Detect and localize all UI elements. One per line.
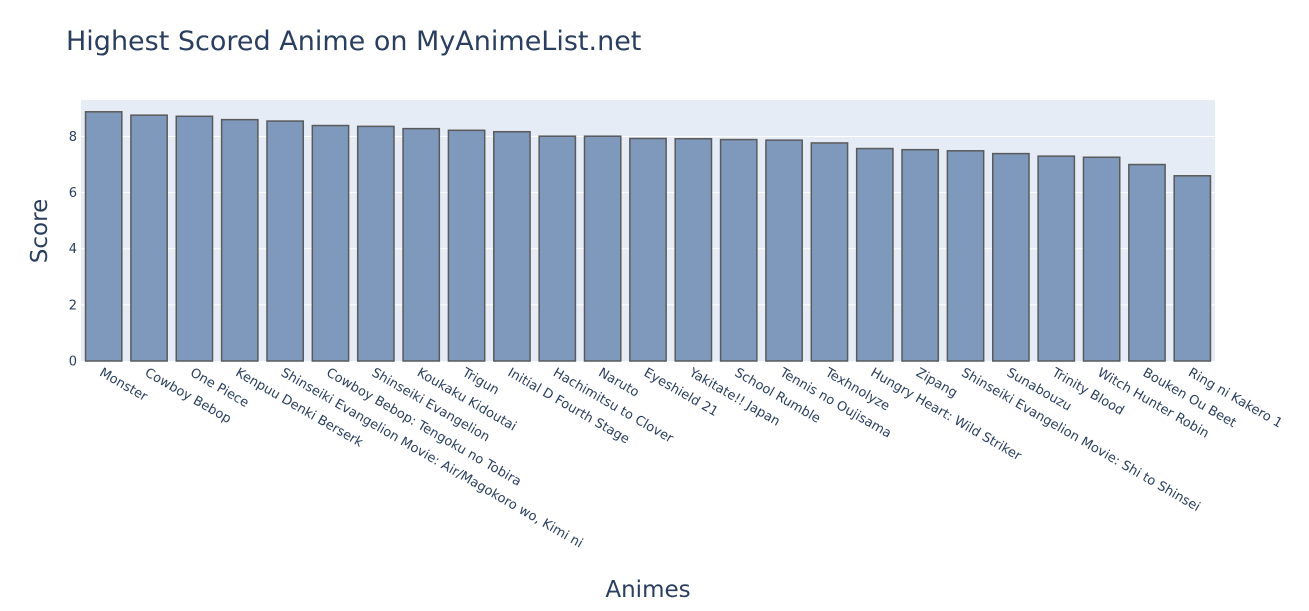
y-tick-label: 4	[69, 242, 77, 257]
bar[interactable]	[946, 150, 985, 362]
bars	[84, 111, 1212, 362]
bar[interactable]	[311, 124, 350, 362]
chart-title: Highest Scored Anime on MyAnimeList.net	[66, 26, 641, 57]
bar[interactable]	[719, 138, 758, 362]
y-axis-title: Score	[27, 199, 53, 263]
bar[interactable]	[991, 152, 1030, 362]
bar[interactable]	[1082, 156, 1121, 362]
bar[interactable]	[629, 137, 667, 362]
bar[interactable]	[402, 127, 441, 362]
y-tick-label: 8	[69, 130, 77, 145]
bar[interactable]	[447, 129, 486, 362]
y-tick-label: 0	[69, 355, 77, 370]
bar[interactable]	[1173, 175, 1212, 362]
bar[interactable]	[1128, 163, 1166, 362]
bar[interactable]	[810, 142, 849, 362]
bar[interactable]	[583, 135, 622, 362]
bar[interactable]	[130, 114, 168, 362]
bar[interactable]	[901, 148, 940, 362]
x-axis-title: Animes	[605, 577, 690, 603]
bar[interactable]	[765, 139, 803, 362]
bar[interactable]	[855, 147, 894, 362]
y-tick-label: 6	[69, 186, 77, 201]
bar[interactable]	[538, 135, 577, 362]
x-tick-label: Monster	[97, 365, 151, 405]
bar[interactable]	[356, 125, 395, 362]
bar[interactable]	[1037, 155, 1076, 362]
y-axis-ticks: 0 2 4 6 8	[69, 130, 77, 370]
bar[interactable]	[266, 120, 305, 362]
bar[interactable]	[674, 137, 713, 362]
bar[interactable]	[84, 111, 123, 362]
y-tick-label: 2	[69, 298, 77, 313]
bar[interactable]	[220, 118, 259, 362]
bar[interactable]	[493, 130, 531, 362]
bar[interactable]	[175, 115, 214, 362]
